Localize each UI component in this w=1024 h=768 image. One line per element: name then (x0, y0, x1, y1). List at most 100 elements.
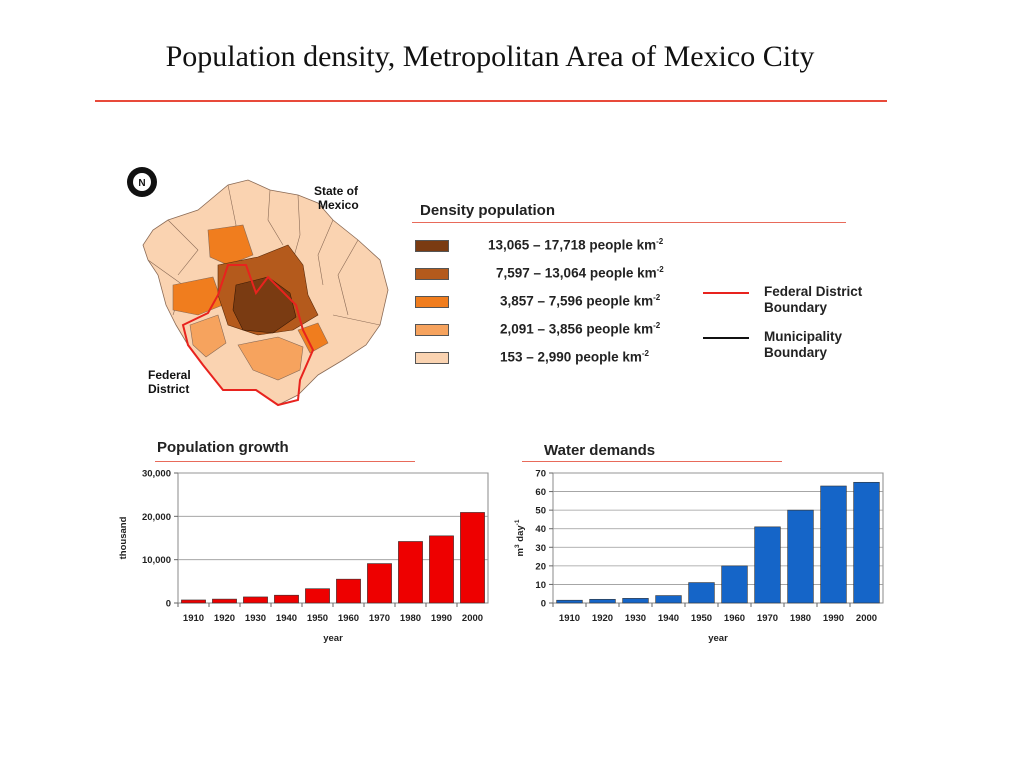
x-tick-label: 2000 (462, 613, 483, 624)
x-tick-label: 1910 (559, 613, 580, 624)
federal-boundary-label-1: Federal District (764, 284, 863, 299)
bar (305, 588, 330, 604)
legend-swatch (415, 240, 449, 252)
slide-title: Population density, Metropolitan Area of… (165, 40, 815, 73)
y-tick-label: 0 (541, 599, 546, 610)
density-zone-2 (237, 336, 304, 381)
x-tick-label: 1930 (625, 613, 646, 624)
x-tick-label: 1940 (276, 613, 297, 624)
x-tick-label: 1950 (307, 613, 328, 624)
density-map: N State of Mexico Federal District (127, 167, 389, 407)
bar (367, 563, 392, 604)
bar (853, 481, 880, 604)
legend-range-label: 7,597 – 13,064 people km-2 (496, 265, 776, 281)
state-of-mexico-label-2: Mexico (318, 198, 359, 212)
bar (820, 485, 847, 604)
legend-range-label: 153 – 2,990 people km-2 (500, 349, 780, 365)
bar (181, 599, 206, 604)
bar (212, 598, 237, 604)
y-tick-label: 0 (166, 599, 171, 610)
legend-swatch (415, 296, 449, 308)
legend-range-exponent: -2 (656, 265, 664, 274)
x-axis-label: year (708, 633, 728, 644)
x-tick-label: 1990 (823, 613, 844, 624)
north-arrow-icon: N (127, 167, 157, 197)
x-tick-label: 1920 (214, 613, 235, 624)
bar (721, 565, 748, 604)
x-tick-label: 1970 (757, 613, 778, 624)
population-growth-title: Population growth (157, 439, 289, 456)
x-axis-label: year (323, 633, 343, 644)
federal-district-label-2: District (148, 382, 189, 396)
legend-swatch (415, 268, 449, 280)
legend-swatch (415, 352, 449, 364)
legend-range-exponent: -2 (641, 349, 649, 358)
legend-divider (412, 222, 846, 223)
y-tick-label: 20 (535, 561, 546, 572)
federal-district-boundary (181, 264, 315, 407)
legend-range-exponent: -2 (656, 237, 664, 246)
municipality-boundary-label-2: Boundary (764, 345, 828, 360)
legend-range-label: 2,091 – 3,856 people km-2 (500, 321, 780, 337)
y-axis-label-sup: -1 (514, 519, 521, 525)
y-axis-label-sup: 3 (514, 544, 521, 548)
y-tick-label: 10,000 (142, 555, 171, 566)
legend-row (415, 266, 449, 282)
legend-row (415, 322, 449, 338)
x-tick-label: 1940 (658, 613, 679, 624)
y-axis-label: m3 day-1 (514, 519, 526, 556)
x-tick-label: 1920 (592, 613, 613, 624)
x-tick-label: 1910 (183, 613, 204, 624)
x-tick-label: 1980 (790, 613, 811, 624)
bar (429, 535, 454, 604)
federal-boundary-label: Federal District Boundary (764, 284, 862, 316)
x-tick-label: 2000 (856, 613, 877, 624)
y-tick-label: 70 (535, 469, 546, 480)
x-tick-label: 1970 (369, 613, 390, 624)
y-tick-label: 30 (535, 543, 546, 554)
y-tick-label: 60 (535, 487, 546, 498)
bar (460, 512, 485, 604)
municipality-boundary-label: Municipality Boundary (764, 329, 842, 361)
bar (754, 526, 781, 604)
legend-swatch (415, 324, 449, 336)
bar (274, 594, 299, 604)
legend-range-exponent: -2 (653, 293, 661, 302)
water-demands-title: Water demands (544, 442, 656, 459)
bar (398, 541, 423, 604)
legend-range-exponent: -2 (653, 321, 661, 330)
x-tick-label: 1960 (724, 613, 745, 624)
population-growth-chart: 0 10,000 20,000 30,000 1910 1920 1930 1940 1950 1… (118, 469, 489, 644)
y-axis-label: thousand (118, 516, 129, 559)
legend-range-label: 3,857 – 7,596 people km-2 (500, 293, 780, 309)
density-zone-3c (297, 322, 329, 354)
water-demands-chart: 0 10 20 30 40 50 60 70 1910 1920 1930 1940 1950 1960 1… (514, 469, 884, 644)
y-tick-label: 50 (535, 506, 546, 517)
north-label: N (138, 178, 145, 189)
federal-district-label-1: Federal (148, 368, 191, 382)
legend-row (415, 350, 449, 366)
title-divider (95, 100, 887, 102)
bar (556, 599, 583, 604)
y-tick-label: 30,000 (142, 469, 171, 480)
bar (688, 582, 715, 604)
water-demands-divider (522, 461, 782, 462)
legend-range-text: 3,857 – 7,596 people km (500, 293, 654, 309)
x-tick-label: 1950 (691, 613, 712, 624)
legend-range-text: 153 – 2,990 people km (500, 349, 642, 365)
density-zone-2b (189, 314, 227, 358)
y-tick-label: 40 (535, 524, 546, 535)
legend-range-text: 7,597 – 13,064 people km (496, 265, 657, 281)
population-growth-divider (155, 461, 415, 462)
x-tick-label: 1960 (338, 613, 359, 624)
federal-boundary-key (703, 292, 749, 294)
state-of-mexico-label-1: State of (314, 184, 359, 198)
legend-range-text: 13,065 – 17,718 people km (488, 237, 657, 253)
y-tick-label: 10 (535, 580, 546, 591)
bar (243, 596, 268, 604)
municipality-boundary-key (703, 337, 749, 339)
legend-title: Density population (420, 202, 555, 219)
legend-row (415, 294, 449, 310)
x-tick-label: 1980 (400, 613, 421, 624)
legend-range-text: 2,091 – 3,856 people km (500, 321, 654, 337)
